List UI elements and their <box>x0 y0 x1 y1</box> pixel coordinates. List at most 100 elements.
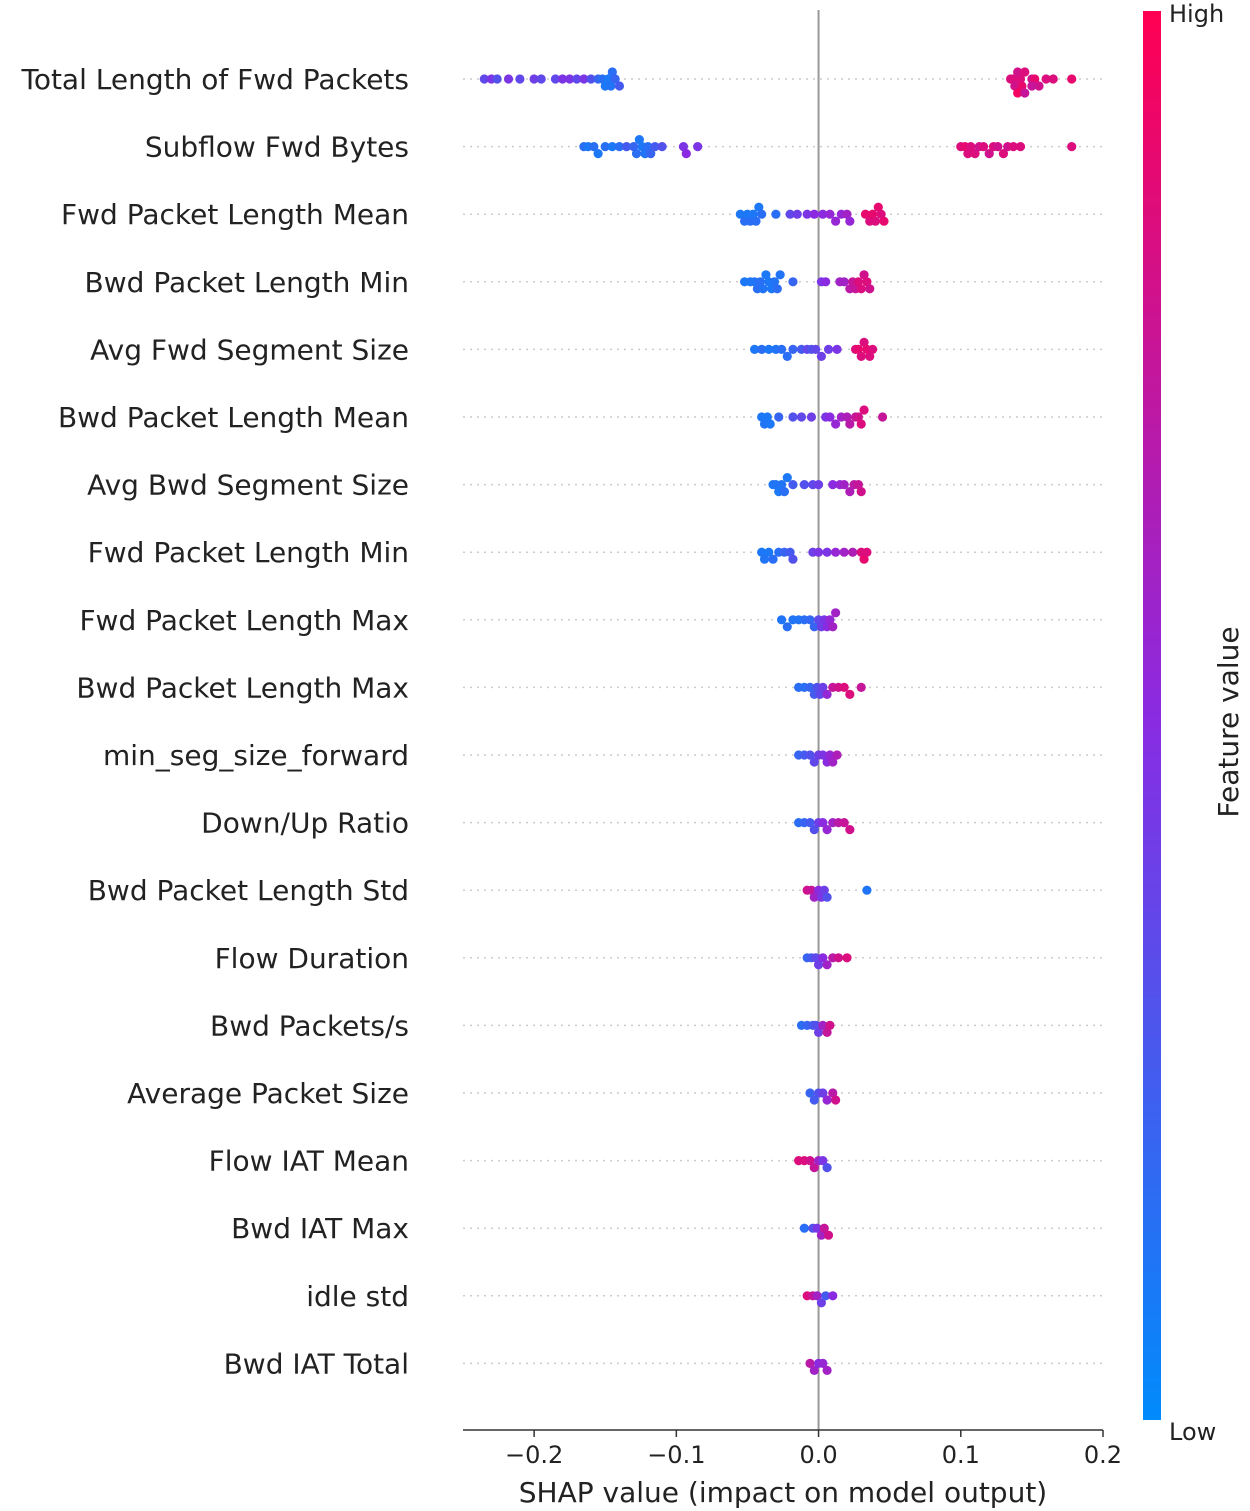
shap-point <box>813 480 824 490</box>
shap-point <box>762 412 772 422</box>
shap-point <box>845 419 855 429</box>
shap-point <box>1015 142 1026 152</box>
shap-point <box>805 818 815 828</box>
feature-label: Avg Bwd Segment Size <box>87 469 409 502</box>
shap-point <box>806 412 817 422</box>
shap-point <box>873 202 883 212</box>
shap-point <box>993 142 1003 152</box>
shap-point <box>831 1095 841 1105</box>
shap-point <box>586 74 596 84</box>
shap-point <box>643 142 653 152</box>
shap-point <box>868 209 878 219</box>
shap-point <box>821 1291 831 1301</box>
shap-point <box>600 142 610 152</box>
shap-point <box>593 149 603 159</box>
shap-point <box>856 487 866 497</box>
shap-point <box>657 142 667 152</box>
shap-point <box>828 1088 838 1098</box>
shap-point <box>970 149 980 159</box>
shap-point <box>1015 74 1026 84</box>
shap-point <box>856 351 866 361</box>
shap-point <box>764 344 774 354</box>
shap-point <box>811 1020 821 1030</box>
shap-point <box>515 74 525 84</box>
shap-point <box>479 74 489 84</box>
shap-point <box>825 1020 835 1030</box>
shap-point <box>809 892 819 902</box>
x-tick-label: 0.2 <box>1084 1441 1122 1469</box>
shap-point <box>806 885 817 895</box>
feature-label: Total Length of Fwd Packets <box>20 63 409 96</box>
x-ticks: −0.2 −0.1 0.0 0.1 0.2 <box>505 1430 1122 1469</box>
shap-point <box>785 547 795 557</box>
shap-point <box>818 209 828 219</box>
shap-point <box>823 344 834 354</box>
shap-point <box>822 825 832 835</box>
shap-point <box>818 750 828 760</box>
feature-label: Bwd IAT Total <box>224 1347 409 1380</box>
shap-point <box>862 547 872 557</box>
shap-point <box>603 74 613 84</box>
shap-point <box>782 351 792 361</box>
shap-point <box>1048 74 1058 84</box>
shap-point <box>646 149 656 159</box>
shap-point <box>812 1291 822 1301</box>
shap-point <box>809 1095 819 1105</box>
shap-point <box>822 960 832 970</box>
feature-label: idle std <box>306 1280 409 1313</box>
shap-point <box>825 412 835 422</box>
shap-point <box>1013 88 1023 98</box>
shap-point <box>859 270 869 280</box>
shap-point <box>579 74 589 84</box>
x-tick-label: −0.1 <box>647 1441 705 1469</box>
shap-point <box>771 209 781 219</box>
shap-point <box>1041 74 1051 84</box>
shap-point <box>856 682 866 693</box>
shap-point <box>492 74 502 84</box>
shap-point <box>813 1027 824 1037</box>
shap-point <box>776 615 787 625</box>
feature-label: Subflow Fwd Bytes <box>145 131 409 164</box>
shap-point <box>755 277 765 287</box>
shap-point <box>1013 67 1023 77</box>
shap-point <box>839 682 849 693</box>
shap-point <box>998 149 1009 159</box>
shap-point <box>606 81 616 91</box>
shap-point <box>812 1223 822 1233</box>
shap-point <box>856 284 866 294</box>
shap-point <box>572 74 582 84</box>
shap-point <box>782 622 792 632</box>
shap-point <box>607 142 617 152</box>
shap-point <box>631 149 642 159</box>
shap-point <box>839 547 849 557</box>
shap-point <box>818 1020 828 1030</box>
shap-point <box>758 284 768 294</box>
shap-point <box>1008 142 1019 152</box>
shap-point <box>978 142 989 152</box>
shap-point <box>785 209 795 219</box>
shap-point <box>813 960 824 970</box>
shap-point <box>693 142 703 152</box>
shap-point <box>621 142 632 152</box>
shap-point <box>842 209 852 219</box>
shap-point <box>634 135 644 145</box>
shap-point <box>759 554 770 564</box>
shap-point <box>860 209 871 219</box>
shap-point <box>833 953 844 963</box>
shap-point <box>761 270 771 280</box>
shap-point <box>839 818 849 828</box>
feature-label: Down/Up Ratio <box>201 807 409 840</box>
shap-point <box>831 547 841 557</box>
shap-point <box>862 885 872 895</box>
shap-point <box>853 412 863 422</box>
shap-point <box>805 682 815 693</box>
shap-point <box>877 412 888 422</box>
row-gridlines <box>463 78 1103 1365</box>
feature-label: Fwd Packet Length Mean <box>61 198 409 231</box>
shap-point <box>828 622 838 632</box>
shap-point <box>805 750 815 760</box>
shap-point <box>610 74 620 84</box>
shap-point <box>754 202 764 212</box>
shap-point <box>831 419 841 429</box>
